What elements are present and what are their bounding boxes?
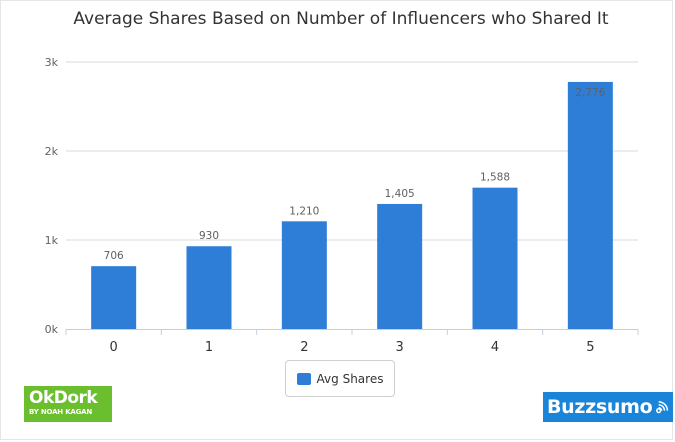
legend[interactable]: Avg Shares [285, 360, 395, 397]
okdork-logo-sub: BY NOAH KAGAN [29, 408, 93, 416]
data-labels: 706 930 1,210 1,405 1,588 2,776 [104, 87, 606, 262]
data-label: 2,776 [575, 87, 605, 99]
x-tick-label: 2 [300, 340, 308, 355]
x-tick-label: 3 [396, 340, 404, 355]
legend-swatch [296, 372, 311, 385]
wifi-signal-icon [656, 401, 669, 414]
data-label: 930 [199, 230, 219, 242]
bar[interactable] [377, 203, 423, 329]
okdork-logo: OkDork BY NOAH KAGAN [24, 386, 112, 422]
data-label: 1,588 [480, 172, 510, 184]
buzzsumo-logo: Buzzsumo [543, 392, 673, 422]
y-tick-label: 0k [45, 323, 59, 336]
buzzsumo-logo-word: Buzzsumo [547, 396, 653, 418]
bar[interactable] [186, 246, 232, 329]
y-tick-label: 2k [45, 145, 59, 158]
bar[interactable] [567, 81, 613, 329]
bar[interactable] [472, 187, 518, 329]
legend-label: Avg Shares [316, 371, 384, 386]
data-label: 706 [104, 250, 124, 262]
okdork-logo-main: OkDork [29, 388, 98, 408]
chart-title: Average Shares Based on Number of Influe… [73, 9, 608, 29]
x-tick-label: 0 [110, 340, 118, 355]
y-tick-label: 3k [45, 56, 59, 69]
x-tick-label: 1 [205, 340, 213, 355]
data-label: 1,210 [289, 205, 319, 217]
y-tick-label: 1k [45, 234, 59, 247]
x-tick-label: 5 [586, 340, 594, 355]
axes: 0k 1k 2k 3k 0 1 2 3 4 5 [45, 56, 639, 355]
grid-lines [66, 61, 638, 241]
data-label: 1,405 [385, 188, 415, 200]
x-tick-label: 4 [491, 340, 499, 355]
bar-series [91, 81, 613, 329]
bar[interactable] [91, 266, 137, 329]
bar[interactable] [281, 221, 327, 329]
